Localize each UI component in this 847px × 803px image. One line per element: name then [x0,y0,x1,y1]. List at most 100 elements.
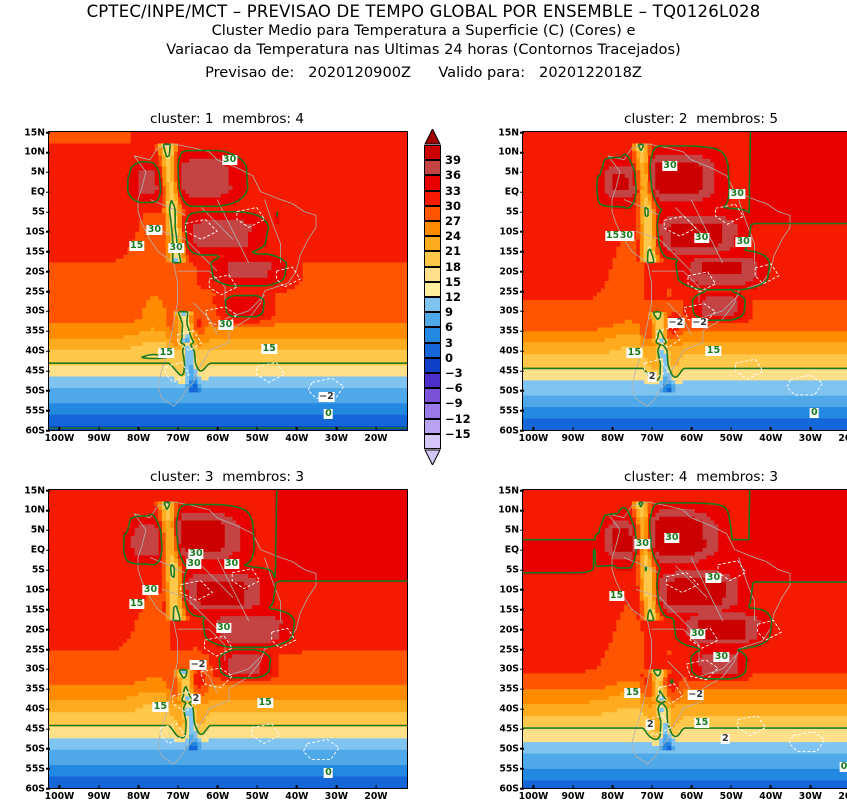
temp-band [49,380,407,416]
colorbar-swatch [424,373,441,389]
x-tick-mark [216,785,219,789]
run-value: 2020120900Z [308,64,412,81]
plot-area-cluster-2 [522,131,847,431]
colorbar-top-arrow [424,129,441,145]
x-tick-60W: 60W [680,427,703,444]
y-tick-mark [46,171,50,174]
temp-band [604,509,761,674]
contour-label: 30 [662,160,678,172]
y-tick-mark [46,131,50,134]
y-tick-mark [46,370,50,372]
y-tick-mark [520,310,524,313]
coastline [623,557,660,574]
x-tick-mark [58,427,61,431]
colorbar-bottom-arrow [424,449,441,465]
y-tick-20S: 20S [25,624,50,635]
temp-band [138,158,272,278]
header-line-3: Variacao da Temperatura nas Ultimas 24 h… [166,41,681,58]
x-tick-mark [256,785,259,789]
y-tick-25S: 25S [499,644,524,655]
colorbar-swatch [424,342,441,358]
y-tick-mark [46,569,50,571]
contour-line-30 [523,490,847,685]
contour-label: 30 [221,154,238,166]
y-tick-mark [46,330,50,333]
coastline [161,230,218,272]
x-tick-mark [216,427,219,431]
contour-label: 15 [626,347,643,359]
cluster-number: 2 [678,111,688,127]
y-tick-mark [46,251,50,253]
forecast-times: Previsao de: 2020120900Z Valido para: 20… [0,64,847,81]
temp-band [523,376,847,408]
colorbar-swatch [424,327,441,343]
temp-band [130,512,284,674]
contour-label: 30 [223,558,240,570]
temp-band [523,742,847,781]
cluster-label: cluster: [624,469,675,485]
y-tick-mark [520,609,524,611]
y-tick-35S: 35S [499,684,524,695]
panel-cluster-1: cluster: 1 membros: 4 15N 10N 5N EQ 5S 10S 15S 2… [24,111,408,444]
x-tick-mark [572,427,574,431]
colorbar-label: 36 [445,168,462,183]
change-contour [200,667,233,689]
coastline [698,652,739,678]
y-tick-mark [520,728,524,730]
y-tick-mark [46,409,50,412]
y-tick-mark [46,748,50,750]
temp-band [523,143,847,339]
y-tick-30S: 30S [499,306,524,317]
colorbar-label: 6 [445,320,454,335]
x-tick-mark [177,427,179,431]
x-tick-100W: 100W [519,785,548,802]
y-tick-60S: 60S [25,783,50,794]
y-tick-mark [46,589,50,591]
x-tick-mark [730,785,733,789]
coastline-overlay [133,143,317,407]
temp-band [523,696,847,755]
change-contour [172,691,198,713]
x-tick-mark [809,427,812,431]
change-contour [687,271,717,293]
contour-line-30 [595,132,847,321]
x-tick-mark [98,427,100,431]
temp-band [181,520,249,606]
temp-band [523,490,847,678]
y-tick-55S: 55S [499,405,524,416]
contour-label: 15 [261,343,277,355]
temp-band [523,734,847,770]
x-tick-mark [177,785,179,789]
x-tick-mark [335,427,338,431]
y-tick-mark [46,529,50,532]
change-contour [302,739,340,760]
coastline [149,557,186,574]
title-block: CPTEC/INPE/MCT – PREVISAO DE TEMPO GLOBA… [0,0,847,81]
panel-caption-cluster-3: cluster: 3 membros: 3 [48,469,406,485]
contour-label: 2 [191,693,201,705]
temp-band [49,501,407,697]
colorbar-label: 30 [445,198,462,213]
y-tick-mark [520,330,524,333]
contour-label: 0 [810,406,819,418]
x-tick-100W: 100W [45,785,74,802]
colorbar-label: 27 [445,214,462,228]
temperature-field [523,490,847,788]
colorbar-label: −6 [445,381,463,396]
colorbar-swatch [424,281,441,297]
y-tick-35S: 35S [25,326,50,337]
y-tick-mark [520,589,524,591]
y-tick-40S: 40S [25,346,50,357]
contour-label: 15 [152,701,169,713]
panel-cluster-2: cluster: 2 membros: 5 15N 10N 5N EQ 5S 10S 15S 2… [498,111,847,444]
temp-band [122,490,407,678]
y-tick-25S: 25S [25,644,50,655]
contour-lines-green [523,132,847,382]
y-tick-mark [520,688,524,691]
temp-band [49,490,407,690]
coastline [201,207,234,240]
contour-label: 30 [634,538,650,550]
colorbar-swatch [424,160,441,176]
y-tick-35S: 35S [25,684,50,695]
contour-label: 2 [645,719,655,731]
